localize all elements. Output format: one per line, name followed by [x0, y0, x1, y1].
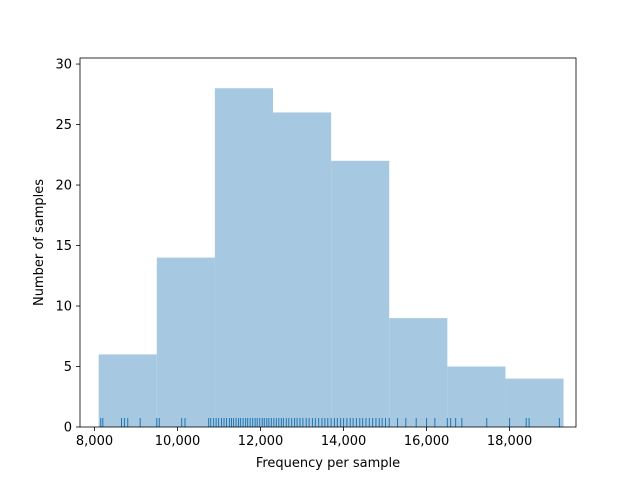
histogram-bar-7 [447, 366, 506, 427]
rug-marks [100, 418, 560, 427]
x-tick-label: 18,000 [487, 434, 533, 449]
y-tick-label: 0 [64, 421, 72, 436]
y-axis-label: Number of samples [32, 179, 47, 306]
histogram-bar-1 [98, 354, 157, 427]
x-tick-label: 10,000 [155, 434, 201, 449]
plot-frame [79, 57, 577, 428]
histogram-bar-8 [505, 378, 564, 427]
x-tick-label: 8,000 [76, 434, 113, 449]
y-tick-label: 25 [55, 118, 72, 133]
x-tick-label: 12,000 [238, 434, 284, 449]
y-tick-label: 30 [55, 58, 72, 73]
x-axis-ticks: 8,000 10,000 12,000 14,000 16,000 18,000 [76, 427, 532, 449]
histogram-bar-5 [331, 160, 390, 427]
histogram-bar-3 [214, 88, 274, 427]
histogram-bar-4 [273, 112, 332, 427]
x-tick-label: 14,000 [321, 434, 367, 449]
y-axis-ticks: 0 5 10 15 20 25 30 [55, 58, 80, 436]
x-tick-label: 16,000 [404, 434, 450, 449]
y-tick-label: 20 [55, 179, 72, 194]
y-tick-label: 5 [64, 360, 72, 375]
y-tick-label: 10 [55, 300, 72, 315]
histogram-bar-6 [389, 318, 448, 427]
histogram-bar-2 [156, 257, 215, 427]
y-tick-label: 15 [55, 239, 72, 254]
histogram-bars [98, 88, 564, 427]
x-axis-label: Frequency per sample [256, 456, 400, 471]
